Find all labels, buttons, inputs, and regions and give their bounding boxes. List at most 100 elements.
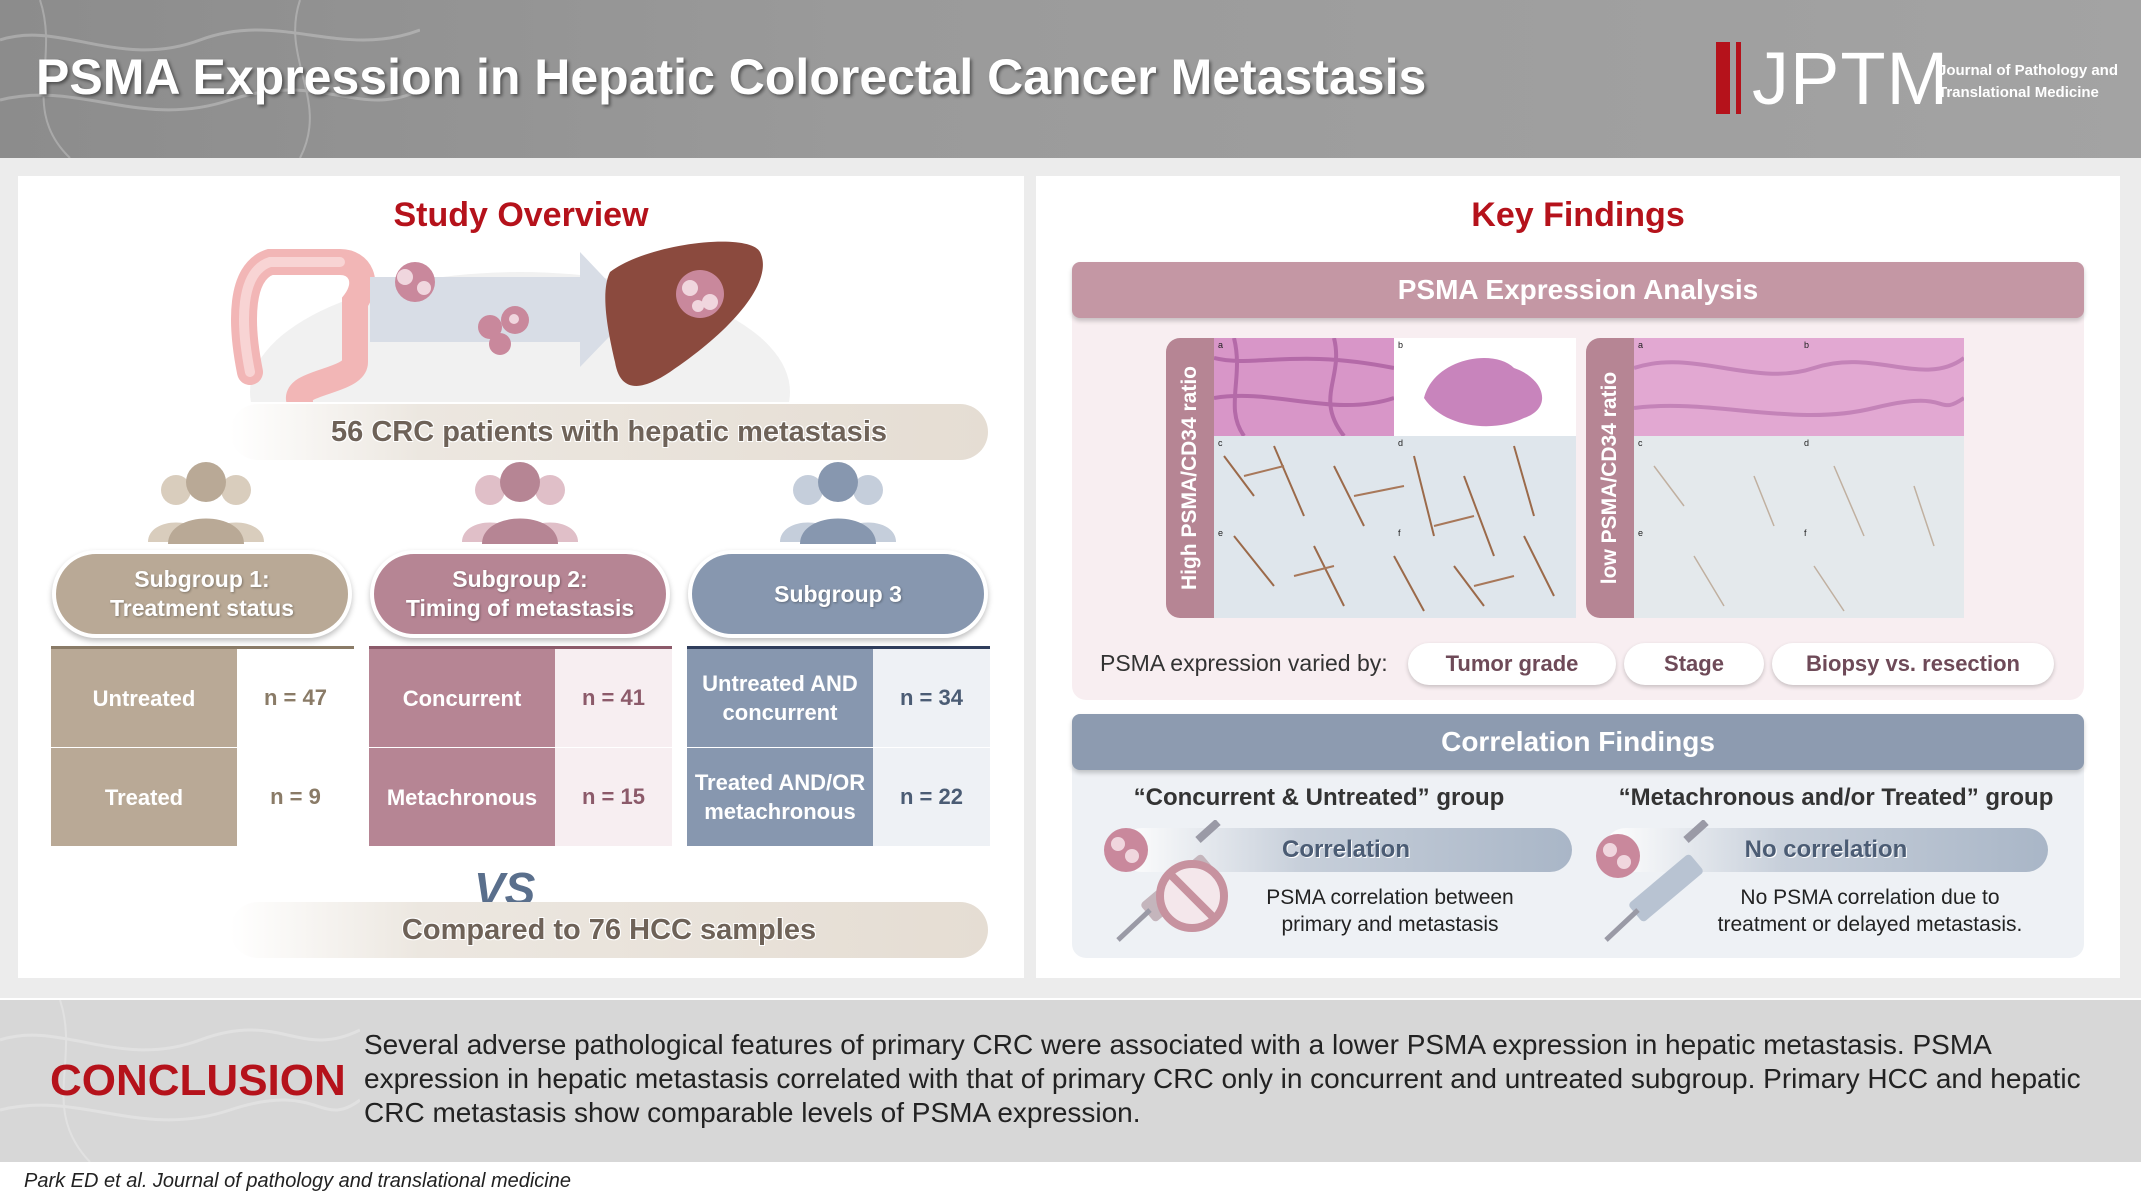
row-label: Metachronous bbox=[369, 748, 555, 846]
row-count: n = 41 bbox=[555, 649, 672, 747]
conclusion-label: CONCLUSION bbox=[50, 1056, 346, 1105]
logo-line-1: Journal of Pathology and bbox=[1938, 62, 2119, 79]
subgroup-1-table: Untreated n = 47 Treated n = 9 bbox=[51, 646, 354, 846]
tumor-cells-icon bbox=[395, 262, 529, 355]
panel-letter: f bbox=[1804, 528, 1807, 538]
people-icon bbox=[462, 462, 578, 544]
he-stain-image bbox=[1634, 338, 1964, 436]
subgroup-1-label: Subgroup 1: Treatment status bbox=[52, 550, 352, 638]
psma-analysis-header: PSMA Expression Analysis bbox=[1072, 262, 2084, 318]
panel-letter: e bbox=[1218, 528, 1224, 538]
he-stain-image bbox=[1214, 338, 1576, 436]
tissue-texture-decoration bbox=[0, 0, 420, 158]
hcc-comparison-bar: Compared to 76 HCC samples bbox=[230, 902, 988, 958]
panel-letter: c bbox=[1218, 438, 1223, 448]
micrograph-panel: a b c d e f bbox=[1634, 338, 1964, 618]
table-row: Concurrent n = 41 bbox=[369, 649, 672, 747]
row-label-line2: metachronous bbox=[704, 799, 856, 824]
table-row: Treated AND/OR metachronous n = 22 bbox=[687, 747, 990, 846]
concurrent-untreated-group-title: “Concurrent & Untreated” group bbox=[1133, 784, 1505, 811]
patient-cohort-text: 56 CRC patients with hepatic metastasis bbox=[331, 416, 887, 448]
arrow-right-icon bbox=[370, 252, 635, 367]
logo-line-2: Translational Medicine bbox=[1938, 84, 2099, 101]
varied-by-label: PSMA expression varied by: bbox=[1100, 650, 1388, 676]
subgroup-2-label: Subgroup 2: Timing of metastasis bbox=[370, 550, 670, 638]
logo-journal-name: Journal of Pathology and Translational M… bbox=[1938, 60, 2128, 104]
row-count: n = 15 bbox=[555, 748, 672, 846]
no-correlation-description-line1: No PSMA correlation due to bbox=[1740, 886, 2000, 909]
no-correlation-description: No PSMA correlation due to treatment or … bbox=[1690, 884, 2050, 938]
correlation-header: Correlation Findings bbox=[1072, 714, 2084, 770]
metachronous-treated-group-title: “Metachronous and/or Treated” group bbox=[1618, 784, 2054, 811]
page-title: PSMA Expression in Hepatic Colorectal Ca… bbox=[36, 49, 1427, 105]
tag-biopsy-vs-resection: Biopsy vs. resection bbox=[1772, 643, 2054, 685]
low-ratio-tab: low PSMA/CD34 ratio bbox=[1586, 338, 1634, 618]
subgroup-3-line1: Subgroup 3 bbox=[774, 580, 902, 607]
journal-logo: JPTM Journal of Pathology and Translatio… bbox=[1716, 37, 2128, 120]
panel-letter: c bbox=[1638, 438, 1643, 448]
patient-cohort-bar: 56 CRC patients with hepatic metastasis bbox=[230, 404, 988, 460]
low-ratio-label: low PSMA/CD34 ratio bbox=[1598, 371, 1621, 585]
tag-tumor-grade: Tumor grade bbox=[1408, 643, 1616, 685]
row-label: Treated bbox=[51, 748, 237, 846]
tissue-texture-decoration bbox=[0, 1000, 360, 1162]
panel-letter: f bbox=[1398, 528, 1401, 538]
ihc-stain-image bbox=[1634, 436, 1964, 618]
no-correlation-description-line2: treatment or delayed metastasis. bbox=[1717, 913, 2023, 936]
table-row: Untreated n = 47 bbox=[51, 649, 354, 747]
row-label: Concurrent bbox=[369, 649, 555, 747]
people-icon bbox=[780, 462, 896, 544]
row-label-line2: concurrent bbox=[722, 700, 838, 725]
correlation-description-line1: PSMA correlation between bbox=[1266, 886, 1514, 909]
subgroup-2-line1: Subgroup 2: bbox=[452, 566, 588, 592]
high-ratio-tab: High PSMA/CD34 ratio bbox=[1166, 338, 1214, 618]
liver-icon bbox=[605, 241, 763, 386]
key-findings-title: Key Findings bbox=[1471, 196, 1685, 234]
subgroup-1-line2: Treatment status bbox=[109, 595, 295, 621]
panel-letter: d bbox=[1398, 438, 1404, 448]
logo-abbreviation: JPTM bbox=[1752, 37, 1950, 120]
ihc-stain-image bbox=[1214, 436, 1576, 618]
study-overview-title: Study Overview bbox=[393, 196, 649, 234]
subgroup-3-table: Untreated AND concurrent n = 34 Treated A… bbox=[687, 646, 990, 846]
row-label: Treated AND/OR metachronous bbox=[687, 748, 873, 846]
subgroup-2-table: Concurrent n = 41 Metachronous n = 15 bbox=[369, 646, 672, 846]
row-count: n = 47 bbox=[237, 649, 354, 747]
syringe-icon bbox=[1596, 820, 1709, 942]
conclusion-band bbox=[0, 1000, 2141, 1162]
panel-letter: a bbox=[1218, 340, 1224, 350]
micrograph-panel: a b c d e f bbox=[1214, 338, 1576, 618]
panel-letter: d bbox=[1804, 438, 1810, 448]
panel-letter: e bbox=[1638, 528, 1644, 538]
table-row: Untreated AND concurrent n = 34 bbox=[687, 649, 990, 747]
colon-to-liver-illustration bbox=[231, 241, 790, 402]
panel-letter: b bbox=[1398, 340, 1404, 350]
citation: Park ED et al. Journal of pathology and … bbox=[24, 1170, 571, 1192]
subgroup-1-line1: Subgroup 1: bbox=[134, 566, 270, 592]
row-count: n = 22 bbox=[873, 748, 990, 846]
row-label-line1: Untreated AND bbox=[702, 671, 858, 696]
row-label: Untreated bbox=[51, 649, 237, 747]
low-ratio-micrograph: low PSMA/CD34 ratio a b c d e f bbox=[1586, 338, 1996, 618]
people-icon bbox=[148, 462, 264, 544]
row-label: Untreated AND concurrent bbox=[687, 649, 873, 747]
row-label-line1: Treated AND/OR bbox=[694, 770, 866, 795]
hcc-comparison-text: Compared to 76 HCC samples bbox=[401, 914, 817, 946]
row-count: n = 34 bbox=[873, 649, 990, 747]
table-row: Treated n = 9 bbox=[51, 747, 354, 846]
subgroup-2-line2: Timing of metastasis bbox=[405, 595, 635, 621]
panel-letter: a bbox=[1638, 340, 1644, 350]
row-count: n = 9 bbox=[237, 748, 354, 846]
panel-letter: b bbox=[1804, 340, 1810, 350]
logo-bar-decoration bbox=[1736, 42, 1741, 114]
conclusion-text: Several adverse pathological features of… bbox=[364, 1029, 2081, 1128]
high-ratio-micrograph: High PSMA/CD34 ratio a b c d e f bbox=[1166, 338, 1576, 618]
header-banner: PSMA Expression in Hepatic Colorectal Ca… bbox=[0, 0, 2141, 158]
high-ratio-label: High PSMA/CD34 ratio bbox=[1178, 365, 1201, 591]
logo-bar-decoration bbox=[1716, 42, 1730, 114]
correlation-description-line2: primary and metastasis bbox=[1281, 913, 1499, 936]
syringe-prohibited-icon bbox=[1104, 820, 1228, 942]
subgroup-3-label: Subgroup 3 bbox=[688, 550, 988, 638]
correlation-description: PSMA correlation between primary and met… bbox=[1230, 884, 1550, 938]
tag-stage: Stage bbox=[1624, 643, 1764, 685]
